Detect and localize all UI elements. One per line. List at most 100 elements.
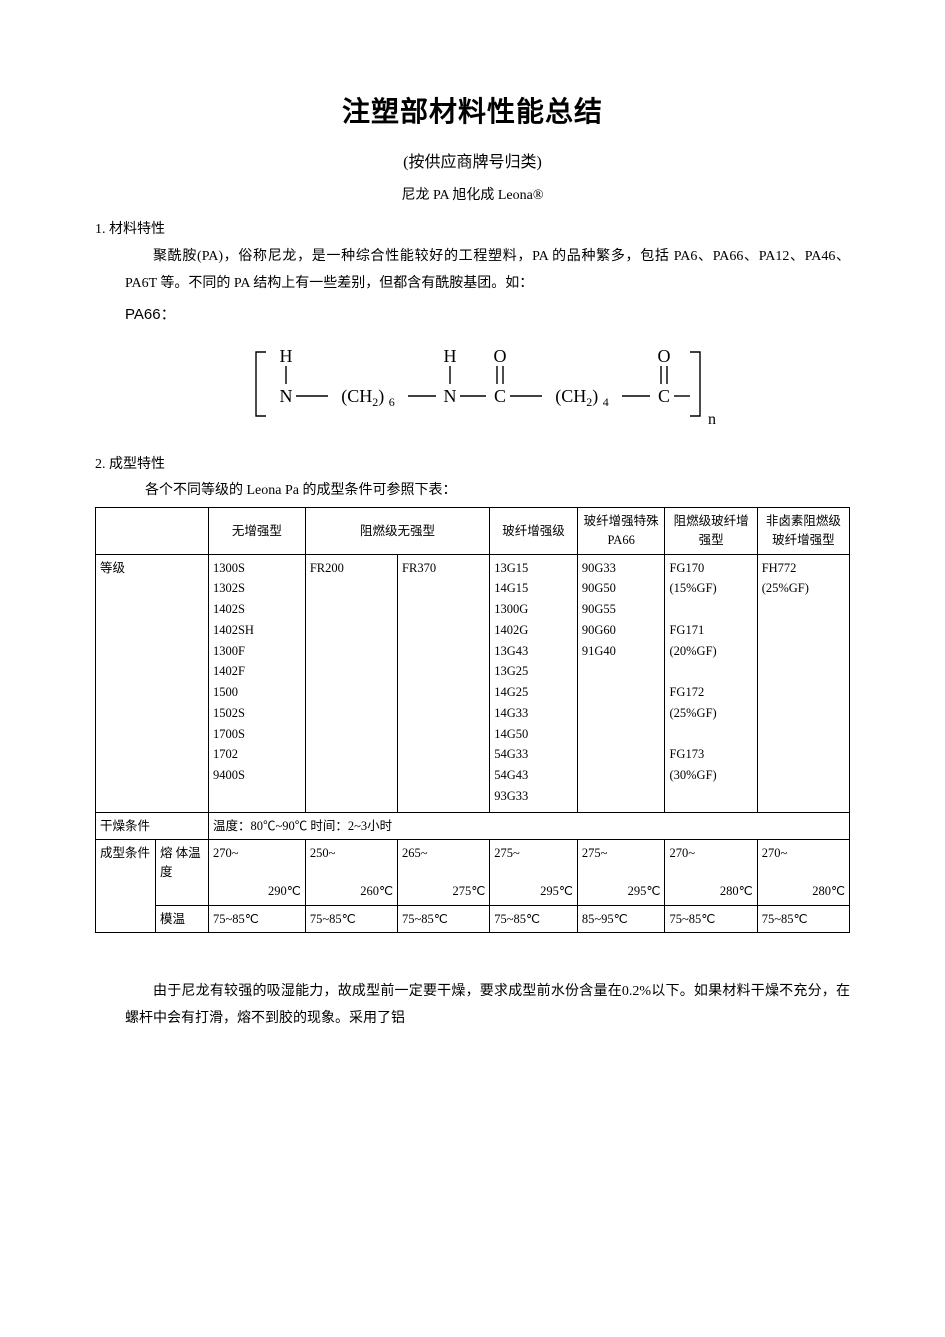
grade-item: FG173 [669,745,752,764]
grades-col-gf: 13G1514G15 1300G 1402G 13G4313G25 14G25 14G33… [490,554,578,812]
mold-temp-6: 75~85℃ [665,905,757,933]
header-col-nonhalogen-fr-gf: 非卤素阻燃级玻纤增强型 [757,508,849,555]
melt-temp-1: 270~ 290℃ [208,840,305,905]
grade-item: FG170 [669,559,752,578]
drying-row: 干燥条件 温度：80℃~90℃ 时间：2~3小时 [96,812,850,840]
grade-item: 1702 [213,745,301,764]
grade-item: 54G43 [494,766,573,785]
chem-O1: O [493,346,506,366]
mold-temp-7: 75~85℃ [757,905,849,933]
grade-item [669,725,752,744]
page-subsubtitle: 尼龙 PA 旭化成 Leona® [95,184,850,204]
section1-heading: 1. 材料特性 [95,218,850,238]
grade-item: 13G43 [494,642,573,661]
grade-item: 13G15 [494,559,573,578]
grade-item: 93G33 [494,787,573,806]
drying-label: 干燥条件 [96,812,209,840]
pa66-label: PA66： [125,303,850,324]
page-subtitle: (按供应商牌号归类) [95,148,850,172]
grade-item: 1300F [213,642,301,661]
mold-temp-1: 75~85℃ [208,905,305,933]
melt-temp-7: 270~ 280℃ [757,840,849,905]
grade-item: FR200 [310,559,393,578]
melt-temp-6: 270~ 280℃ [665,840,757,905]
grade-item: 1302S [213,579,301,598]
grade-item: (30%GF) [669,766,752,785]
grade-item: 9400S [213,766,301,785]
grade-item: 54G33 [494,745,573,764]
mold-temp-5: 85~95℃ [577,905,665,933]
chem-ch2-6: (CH2) 6 [341,386,395,409]
header-col-unreinforced: 无增强型 [208,508,305,555]
header-blank [96,508,209,555]
chem-C1: C [493,386,505,406]
grade-item: 1402F [213,662,301,681]
grade-item: (25%GF) [669,704,752,723]
melt-temp-row: 成型条件 熔 体温度 270~ 290℃ 250~ 260℃ 265~ 275℃… [96,840,850,905]
chem-ch2-4: (CH2) 4 [555,386,609,409]
grade-item: 90G50 [582,579,661,598]
grade-item: 90G55 [582,600,661,619]
mold-temp-row: 模温 75~85℃ 75~85℃ 75~85℃ 75~85℃ 85~95℃ 75… [96,905,850,933]
grade-item: 1402SH [213,621,301,640]
grade-item: 14G50 [494,725,573,744]
grade-item: 1502S [213,704,301,723]
melt-temp-label: 熔 体温度 [155,840,208,905]
mold-temp-2: 75~85℃ [305,905,397,933]
grade-item [669,662,752,681]
chem-C2: C [657,386,669,406]
chem-H2: H [443,346,456,366]
molding-conditions-table: 无增强型 阻燃级无强型 玻纤增强级 玻纤增强特殊PA66 阻燃级玻纤增强型 非卤… [95,507,850,933]
grade-item: FG172 [669,683,752,702]
grades-col-fr-b: FR370 [398,554,490,812]
grade-item [669,600,752,619]
grade-item: 1500 [213,683,301,702]
grade-item: (25%GF) [762,579,845,598]
mold-temp-3: 75~85℃ [398,905,490,933]
drying-text: 温度：80℃~90℃ 时间：2~3小时 [208,812,849,840]
grade-item: 14G25 [494,683,573,702]
grade-item: 14G33 [494,704,573,723]
grade-item: 90G33 [582,559,661,578]
grades-col-fr-gf: FG170(15%GF) FG171 (20%GF) FG172 (25%GF) F… [665,554,757,812]
grade-item: 1700S [213,725,301,744]
grade-item: (20%GF) [669,642,752,661]
melt-temp-4: 275~ 295℃ [490,840,578,905]
footer-paragraph: 由于尼龙有较强的吸湿能力，故成型前一定要干燥，要求成型前水份含量在0.2%以下。… [125,979,850,1032]
section1-paragraph: 聚酰胺(PA)，俗称尼龙，是一种综合性能较好的工程塑料，PA 的品种繁多，包括 … [125,244,850,297]
grades-col-gf-special: 90G3390G50 90G55 90G60 91G40 [577,554,665,812]
section2-intro: 各个不同等级的 Leona Pa 的成型条件可参照下表： [145,479,850,499]
grade-item: 1300S [213,559,301,578]
mold-temp-4: 75~85℃ [490,905,578,933]
grade-item: 1402S [213,600,301,619]
grade-item: FH772 [762,559,845,578]
grade-item: 14G15 [494,579,573,598]
mold-temp-label: 模温 [155,905,208,933]
grade-item: 91G40 [582,642,661,661]
grade-item: FG171 [669,621,752,640]
header-col-fr-gf: 阻燃级玻纤增强型 [665,508,757,555]
section2-heading: 2. 成型特性 [95,453,850,473]
grades-col-unreinforced: 1300S1302S 1402S 1402SH 1300F1402F 1500 1502S… [208,554,305,812]
table-header-row: 无增强型 阻燃级无强型 玻纤增强级 玻纤增强特殊PA66 阻燃级玻纤增强型 非卤… [96,508,850,555]
header-col-gf-special: 玻纤增强特殊PA66 [577,508,665,555]
chem-H1: H [279,346,292,366]
grades-row-label: 等级 [96,554,209,812]
melt-temp-5: 275~ 295℃ [577,840,665,905]
grade-item: 13G25 [494,662,573,681]
grade-item: 1402G [494,621,573,640]
grades-col-nonhalogen: FH772(25%GF) [757,554,849,812]
grades-col-fr-a: FR200 [305,554,397,812]
chem-n: n [708,411,716,428]
chemical-structure: H N (CH2) 6 H N O C (CH2) 4 O C n [125,334,850,439]
grade-item: (15%GF) [669,579,752,598]
grade-item: 90G60 [582,621,661,640]
page-title: 注塑部材料性能总结 [95,90,850,130]
pa66-structure-svg: H N (CH2) 6 H N O C (CH2) 4 O C n [228,334,748,434]
grades-row: 等级 1300S1302S 1402S 1402SH 1300F1402F 1500 15… [96,554,850,812]
chem-N2: N [443,386,456,406]
grade-item: 1300G [494,600,573,619]
melt-temp-2: 250~ 260℃ [305,840,397,905]
chem-O2: O [657,346,670,366]
grade-item: FR370 [402,559,485,578]
